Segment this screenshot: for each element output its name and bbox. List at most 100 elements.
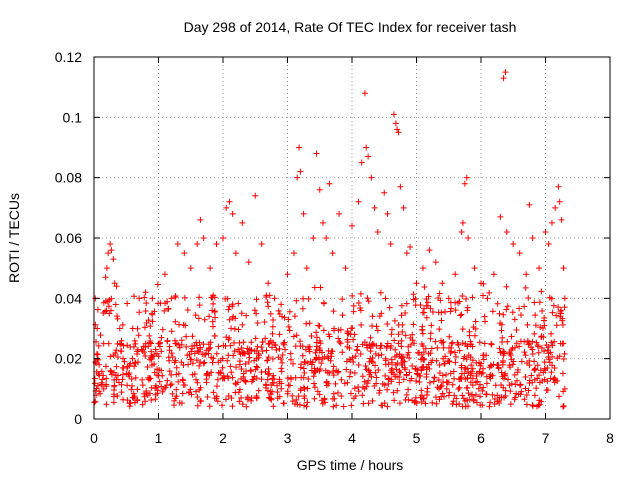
data-point (537, 324, 544, 331)
data-point (408, 341, 415, 348)
data-point (436, 290, 443, 297)
data-point (502, 69, 509, 76)
data-point (313, 339, 320, 346)
data-point (498, 369, 505, 376)
data-point (262, 335, 269, 342)
data-point (244, 395, 251, 402)
data-point (474, 378, 481, 385)
data-point (263, 292, 270, 299)
data-point (265, 303, 272, 310)
data-point (388, 356, 395, 363)
data-point (110, 393, 117, 400)
data-point (321, 300, 327, 307)
data-point (275, 307, 282, 314)
data-point (428, 345, 435, 352)
data-point (472, 318, 479, 325)
data-point (204, 394, 211, 401)
data-point (329, 368, 336, 375)
data-point (252, 192, 259, 199)
data-point (193, 388, 200, 395)
data-point (464, 384, 471, 391)
data-point (202, 351, 209, 358)
data-point (114, 315, 121, 322)
data-point (391, 317, 398, 324)
data-point (481, 340, 488, 347)
data-point (241, 377, 248, 384)
data-point (498, 321, 505, 328)
data-point (300, 384, 307, 391)
data-point (138, 346, 145, 353)
data-point (500, 348, 507, 355)
data-point (355, 299, 362, 306)
data-point (293, 332, 300, 339)
data-point (351, 385, 358, 392)
data-point (381, 382, 388, 389)
data-point (211, 332, 218, 339)
data-point (124, 342, 131, 349)
data-point (110, 256, 117, 263)
data-point (203, 376, 210, 383)
data-point (339, 312, 346, 319)
data-point (224, 357, 231, 364)
data-point (442, 308, 449, 315)
data-point (139, 401, 146, 408)
data-point (449, 339, 456, 346)
data-point (244, 345, 251, 352)
data-point (188, 348, 195, 355)
data-point (555, 304, 562, 311)
data-point (181, 250, 188, 257)
data-point (455, 341, 462, 348)
data-point (273, 346, 280, 353)
data-point (486, 403, 493, 410)
data-point (369, 397, 376, 404)
data-point (166, 357, 173, 364)
data-point (173, 364, 180, 371)
data-point (289, 398, 296, 405)
data-point (529, 338, 536, 345)
data-point (306, 320, 313, 327)
axis-ticks (93, 56, 611, 420)
data-point (435, 294, 442, 301)
data-point (458, 364, 465, 371)
x-axis-title: GPS time / hours (297, 457, 404, 473)
data-point (420, 343, 427, 350)
data-point (494, 300, 501, 307)
data-point (134, 351, 141, 358)
data-point (293, 297, 300, 304)
data-point (464, 375, 471, 382)
data-point (439, 280, 446, 287)
data-point (438, 317, 445, 324)
data-point (467, 354, 474, 361)
data-point (371, 204, 378, 211)
data-point (114, 354, 121, 361)
data-point (184, 306, 191, 313)
y-tick-label: 0.12 (55, 49, 82, 65)
data-point (373, 374, 380, 381)
data-point (277, 356, 284, 363)
data-point (154, 371, 161, 378)
data-point (148, 340, 155, 347)
data-point (269, 344, 276, 351)
data-point (178, 337, 185, 344)
x-tick-label: 4 (348, 430, 356, 446)
data-point (169, 354, 176, 361)
data-point (513, 340, 520, 347)
data-point (304, 360, 311, 367)
data-point (365, 298, 372, 305)
data-point (226, 316, 233, 323)
data-point (253, 363, 260, 370)
x-tick-label: 5 (413, 430, 421, 446)
data-point (396, 400, 403, 407)
data-point (488, 362, 495, 369)
data-point (409, 397, 416, 404)
data-point (258, 241, 265, 248)
data-point (289, 392, 296, 399)
data-point (535, 349, 542, 356)
data-point (423, 296, 430, 303)
data-point (419, 330, 426, 337)
data-point (197, 216, 204, 223)
data-point (333, 402, 340, 409)
data-point (226, 303, 233, 310)
data-point (105, 340, 112, 347)
data-point (234, 379, 241, 386)
